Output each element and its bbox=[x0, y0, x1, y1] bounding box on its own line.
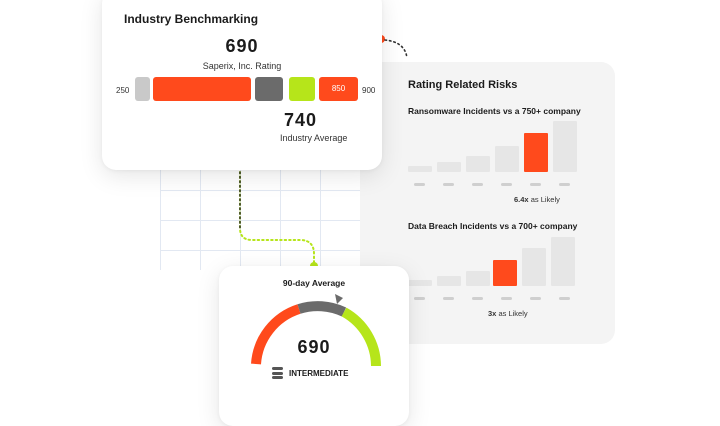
breach-bar bbox=[437, 276, 461, 286]
score-gauge bbox=[251, 294, 381, 367]
ransomware-bar bbox=[408, 166, 432, 172]
breach-bar bbox=[551, 237, 575, 286]
gauge-segment-poor bbox=[251, 304, 301, 365]
segment-value-label: 850 bbox=[331, 84, 346, 93]
breach-bar bbox=[466, 271, 490, 286]
x-tick bbox=[559, 297, 570, 300]
company-label: Saperix, Inc. Rating bbox=[202, 61, 282, 71]
x-tick bbox=[414, 297, 425, 300]
ransomware-title: Ransomware Incidents vs a 750+ company bbox=[408, 106, 581, 116]
segment-good bbox=[289, 77, 315, 101]
industry-label: Industry Average bbox=[280, 133, 348, 143]
x-tick bbox=[501, 297, 512, 300]
ransomware-multiplier: 6.4x bbox=[514, 195, 529, 204]
ransomware-bar bbox=[466, 156, 490, 172]
gauge-score: 690 bbox=[297, 337, 331, 357]
scale-min-label: 250 bbox=[116, 86, 130, 95]
scale-max-label: 900 bbox=[362, 86, 376, 95]
x-tick bbox=[443, 297, 454, 300]
ransomware-bar-highlight bbox=[524, 133, 548, 172]
gauge-title: 90-day Average bbox=[282, 278, 346, 288]
x-tick bbox=[414, 183, 425, 186]
breach-title: Data Breach Incidents vs a 700+ company bbox=[408, 221, 578, 231]
breach-note: 3x as Likely bbox=[488, 309, 528, 318]
ransomware-bar bbox=[437, 162, 461, 172]
x-tick bbox=[530, 183, 541, 186]
risks-title: Rating Related Risks bbox=[408, 79, 518, 91]
gauge-segment-intermediate bbox=[297, 301, 347, 317]
ransomware-suffix: as Likely bbox=[530, 195, 560, 204]
gauge-level: INTERMEDIATE bbox=[289, 369, 349, 378]
benchmark-title: Industry Benchmarking bbox=[124, 12, 259, 26]
x-tick bbox=[472, 183, 483, 186]
background-grid bbox=[160, 160, 360, 270]
ransomware-bar bbox=[495, 146, 519, 172]
x-tick bbox=[501, 183, 512, 186]
x-tick bbox=[472, 297, 483, 300]
gauge-card: 90-day Average 690 INTERMEDIATE bbox=[219, 266, 409, 426]
x-tick bbox=[559, 183, 570, 186]
ransomware-note: 6.4x as Likely bbox=[514, 195, 560, 204]
breach-bar-highlight bbox=[493, 260, 517, 286]
industry-score: 740 bbox=[284, 110, 318, 130]
segment-poor bbox=[153, 77, 251, 101]
x-tick bbox=[530, 297, 541, 300]
level-stack-icon bbox=[272, 367, 283, 379]
gauge-segment-good bbox=[341, 307, 381, 367]
segment-excellent: 850 bbox=[319, 77, 358, 101]
breach-bar bbox=[522, 248, 546, 286]
benchmark-card: Industry Benchmarking 690 Saperix, Inc. … bbox=[102, 0, 382, 170]
breach-multiplier: 3x bbox=[488, 309, 497, 318]
gauge-pointer-icon bbox=[335, 294, 343, 304]
segment-low bbox=[135, 77, 150, 101]
breach-bar bbox=[408, 280, 432, 286]
segment-intermediate bbox=[255, 77, 283, 101]
ransomware-bar bbox=[553, 121, 577, 172]
x-tick bbox=[443, 183, 454, 186]
company-score: 690 bbox=[225, 36, 259, 56]
breach-suffix: as Likely bbox=[498, 309, 528, 318]
